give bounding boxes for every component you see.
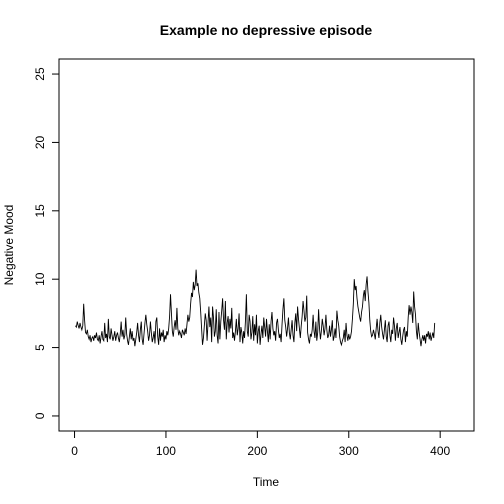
x-tick-label: 400 xyxy=(430,444,450,458)
y-axis: 0 5 10 15 20 25 xyxy=(33,67,60,419)
y-tick-label: 5 xyxy=(33,344,47,351)
series-line xyxy=(75,269,436,347)
y-tick-label: 20 xyxy=(33,135,47,149)
x-tick-label: 300 xyxy=(339,444,359,458)
plot-frame xyxy=(58,58,475,432)
x-tick-label: 100 xyxy=(156,444,176,458)
y-tick-label: 0 xyxy=(33,412,47,419)
y-tick-label: 10 xyxy=(33,272,47,286)
y-tick-label: 15 xyxy=(33,204,47,218)
y-tick-label: 25 xyxy=(33,67,47,81)
x-tick-label: 200 xyxy=(247,444,267,458)
x-tick-label: 0 xyxy=(71,444,78,458)
y-axis-label: Negative Mood xyxy=(2,205,16,286)
x-axis-label: Time xyxy=(253,475,280,489)
chart-title: Example no depressive episode xyxy=(160,22,373,38)
x-axis: 0 100 200 300 400 xyxy=(71,430,451,458)
